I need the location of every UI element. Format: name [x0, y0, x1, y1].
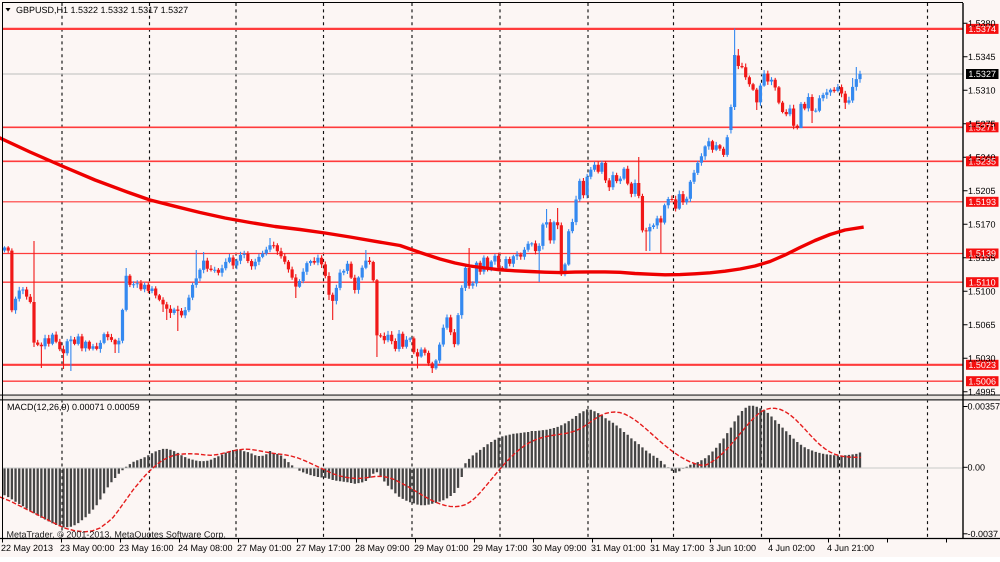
svg-text:27 May 17:00: 27 May 17:00 — [296, 543, 351, 553]
svg-text:1.5100: 1.5100 — [968, 286, 996, 296]
svg-text:23 May 00:00: 23 May 00:00 — [60, 543, 115, 553]
svg-text:MetaTrader, © 2001-2013, MetaQ: MetaTrader, © 2001-2013, MetaQuotes Soft… — [7, 530, 226, 540]
svg-text:27 May 01:00: 27 May 01:00 — [237, 543, 292, 553]
svg-text:1.5374: 1.5374 — [968, 24, 996, 34]
svg-text:1.5235: 1.5235 — [968, 157, 996, 167]
svg-text:1.5110: 1.5110 — [969, 277, 996, 287]
svg-text:1.5023: 1.5023 — [968, 360, 996, 370]
svg-text:1.5139: 1.5139 — [968, 249, 996, 259]
svg-text:1.5327: 1.5327 — [968, 69, 996, 79]
svg-text:1.5205: 1.5205 — [968, 186, 996, 196]
svg-text:22 May 2013: 22 May 2013 — [1, 543, 53, 553]
svg-text:GBPUSD,H1 1.5322 1.5332 1.531: GBPUSD,H1 1.5322 1.5332 1.5317 1.5327 — [16, 5, 188, 15]
svg-text:4 Jun 21:00: 4 Jun 21:00 — [827, 543, 874, 553]
svg-text:1.4995: 1.4995 — [968, 387, 996, 397]
svg-text:1.5345: 1.5345 — [968, 52, 996, 62]
svg-text:30 May 09:00: 30 May 09:00 — [532, 543, 587, 553]
svg-text:29 May 01:00: 29 May 01:00 — [414, 543, 469, 553]
svg-text:0.00: 0.00 — [968, 463, 986, 473]
svg-text:1.5170: 1.5170 — [968, 219, 996, 229]
svg-text:3 Jun 10:00: 3 Jun 10:00 — [709, 543, 756, 553]
svg-text:1.5271: 1.5271 — [968, 123, 996, 133]
svg-text:-0.0037: -0.0037 — [968, 529, 999, 539]
svg-text:4 Jun 02:00: 4 Jun 02:00 — [768, 543, 815, 553]
svg-text:1.5065: 1.5065 — [968, 320, 996, 330]
svg-text:1.5006: 1.5006 — [968, 376, 996, 386]
svg-text:MACD(12,26,9) 0.00071 0.00059: MACD(12,26,9) 0.00071 0.00059 — [7, 402, 140, 412]
svg-text:28 May 09:00: 28 May 09:00 — [355, 543, 410, 553]
svg-text:29 May 17:00: 29 May 17:00 — [473, 543, 528, 553]
svg-text:23 May 16:00: 23 May 16:00 — [119, 543, 174, 553]
svg-text:1.5310: 1.5310 — [968, 86, 996, 96]
svg-text:31 May 17:00: 31 May 17:00 — [650, 543, 705, 553]
svg-text:31 May 01:00: 31 May 01:00 — [591, 543, 646, 553]
svg-text:1.5193: 1.5193 — [968, 197, 996, 207]
svg-text:0.00357: 0.00357 — [968, 402, 1000, 412]
svg-text:24 May 08:00: 24 May 08:00 — [178, 543, 233, 553]
